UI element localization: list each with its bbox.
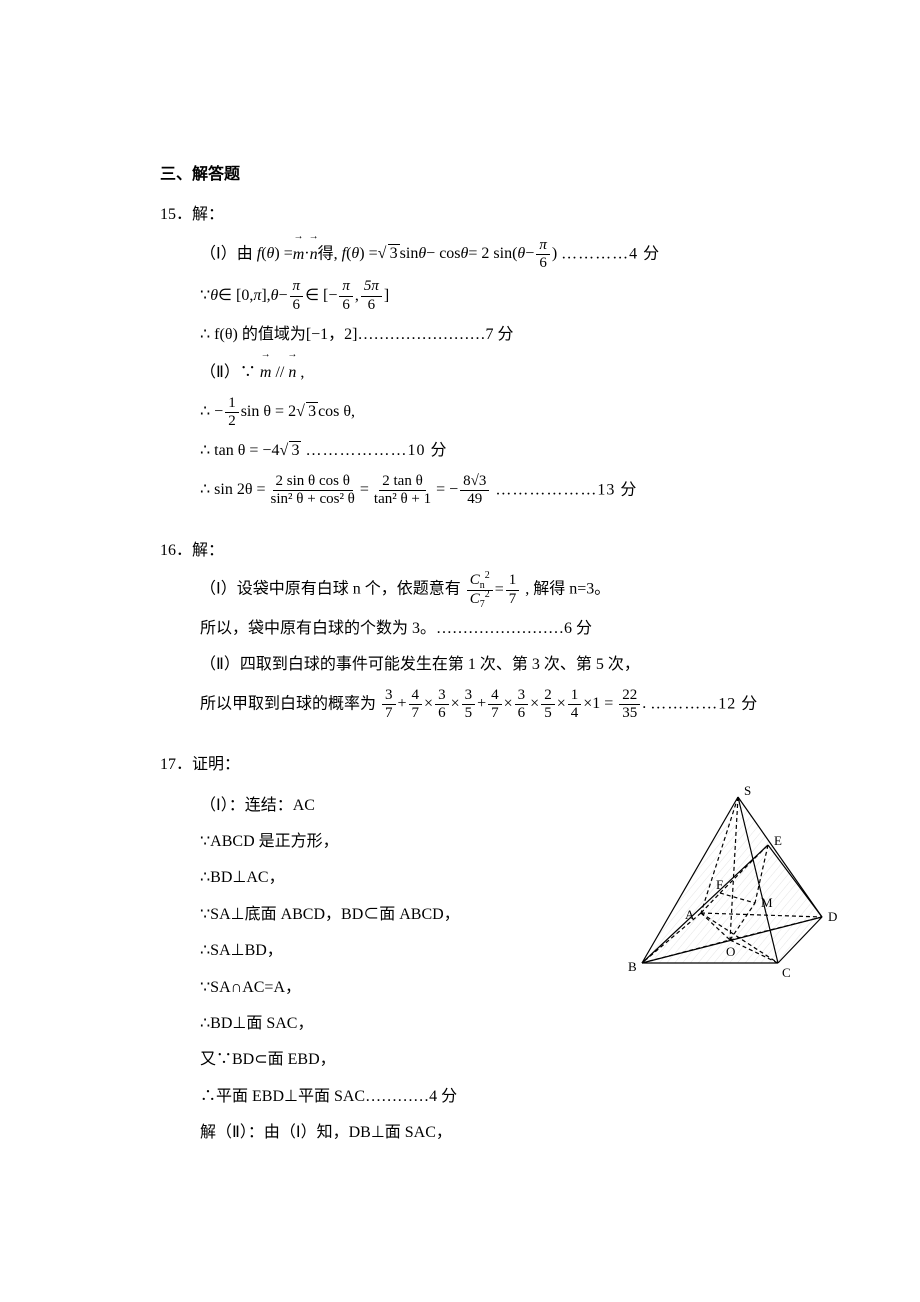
sqrt3-a: 3 — [388, 244, 400, 262]
q16-head: 16．解： — [160, 536, 850, 566]
q15-body: （Ⅰ）由 f(θ) = m · n 得, f(θ) = 3 sin θ − co… — [160, 237, 850, 508]
q16-p4: 所以甲取到白球的概率为 37 + 47 × 36 × 35 + 47 × 36 … — [200, 687, 850, 723]
svg-text:M: M — [761, 895, 773, 910]
q15-p1-mid: 得, — [318, 245, 342, 262]
q17-diagram: S A B C D O E M F — [620, 785, 840, 985]
q17-line: ∴SA⊥BD， — [200, 936, 620, 966]
operator: × — [451, 689, 460, 719]
pi: π — [536, 237, 550, 255]
q17-body: （Ⅰ）：连结：AC ∵ABCD 是正方形， ∴BD⊥AC， ∵SA⊥底面 ABCD，B… — [160, 785, 850, 1155]
q15-p5: ∴ − 1 2 sin θ = 2 3 cos θ, — [200, 395, 850, 431]
q17-line: 解（Ⅱ）：由（Ⅰ）知，DB⊥面 SAC， — [200, 1118, 620, 1148]
q15-p1-score: …………4 分 — [561, 245, 660, 262]
q15-p2: ∵ θ ∈ [0, π], θ − π 6 ∈ [− π 6 , 5π 6 ] — [200, 278, 850, 314]
q15-p1: （Ⅰ）由 f(θ) = m · n 得, f(θ) = 3 sin θ − co… — [200, 237, 850, 273]
q17-line: ∴平面 EBD⊥平面 SAC…………4 分 — [200, 1082, 620, 1112]
q15-head: 15．解： — [160, 200, 850, 230]
vec-m: m — [293, 238, 305, 270]
q17-line: ∵ABCD 是正方形， — [200, 827, 620, 857]
q17-line: ∵SA⊥底面 ABCD，BD⊂面 ABCD， — [200, 900, 620, 930]
svg-text:E: E — [774, 833, 782, 848]
fraction: 36 — [515, 687, 529, 723]
operator: + — [398, 689, 407, 719]
q17-line: （Ⅰ）：连结：AC — [200, 791, 620, 821]
q16-p3: （Ⅱ）四取到白球的事件可能发生在第 1 次、第 3 次、第 5 次， — [200, 650, 850, 680]
operator: + — [477, 689, 486, 719]
operator: × — [504, 689, 513, 719]
q16-body: （Ⅰ）设袋中原有白球 n 个，依题意有 Cn2 C72 = 1 7 , 解得 n… — [160, 572, 850, 722]
q16-p1: （Ⅰ）设袋中原有白球 n 个，依题意有 Cn2 C72 = 1 7 , 解得 n… — [200, 572, 850, 608]
q17-line: 又∵BD⊂面 EBD， — [200, 1045, 620, 1075]
six: 6 — [536, 255, 550, 272]
q17-line: ∵SA∩AC=A， — [200, 973, 620, 1003]
q15-p3: ∴ f(θ) 的值域为[−1，2]……………………7 分 — [200, 320, 850, 350]
q15-p6: ∴ tan θ = −43 ………………10 分 — [200, 436, 850, 467]
operator: × — [557, 689, 566, 719]
svg-text:A: A — [685, 907, 695, 922]
q15-p4: （Ⅱ）∵ m // n , — [200, 356, 850, 388]
operator: ×1 = — [583, 689, 613, 719]
fraction: 35 — [462, 687, 476, 723]
fraction: 37 — [382, 687, 396, 723]
q15-p1-prefix: （Ⅰ）由 — [200, 245, 253, 262]
q17-head: 17．证明： — [160, 750, 850, 780]
fraction: 47 — [409, 687, 423, 723]
q17-line: ∴BD⊥面 SAC， — [200, 1009, 620, 1039]
fraction: 47 — [488, 687, 502, 723]
operator: × — [530, 689, 539, 719]
svg-text:B: B — [628, 959, 637, 974]
fraction: 14 — [568, 687, 582, 723]
section-title: 三、解答题 — [160, 160, 850, 190]
fraction: 25 — [541, 687, 555, 723]
fraction: 36 — [435, 687, 449, 723]
q15-p7: ∴ sin 2θ = 2 sin θ cos θ sin² θ + cos² θ… — [200, 473, 850, 509]
operator: × — [424, 689, 433, 719]
q16-p2: 所以，袋中原有白球的个数为 3。……………………6 分 — [200, 614, 850, 644]
svg-text:O: O — [726, 944, 735, 959]
svg-text:F: F — [716, 877, 723, 892]
svg-text:S: S — [744, 785, 751, 798]
vec-n: n — [310, 238, 318, 270]
svg-text:D: D — [828, 909, 837, 924]
svg-text:C: C — [782, 965, 791, 980]
q17-line: ∴BD⊥AC， — [200, 863, 620, 893]
